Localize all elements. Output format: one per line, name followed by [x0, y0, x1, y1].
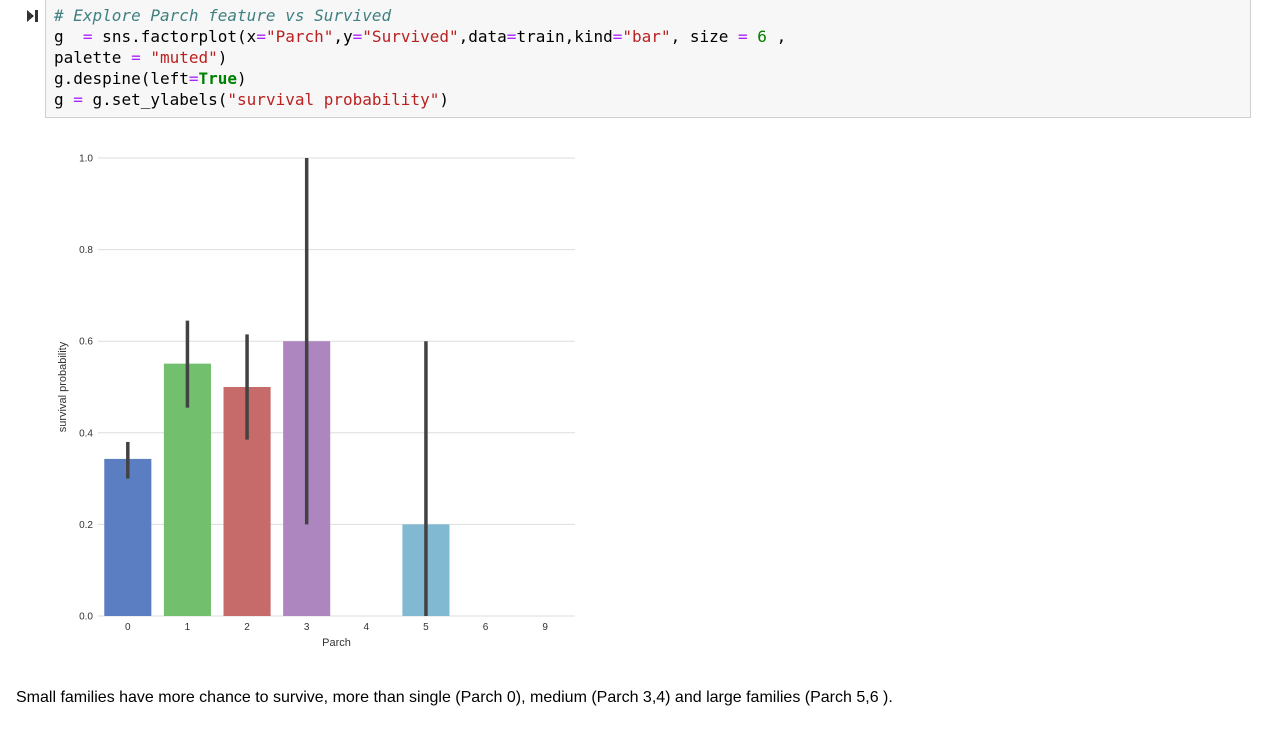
y-tick-label: 0.4	[79, 428, 93, 439]
y-tick-label: 0.0	[79, 612, 93, 623]
code-token: =	[131, 48, 141, 67]
x-tick-label: 0	[125, 622, 131, 633]
x-tick-label: 1	[185, 622, 191, 633]
code-token: "Parch"	[265, 27, 334, 46]
bar	[104, 458, 152, 616]
x-axis-label: Parch	[322, 637, 351, 649]
code-token: 6	[757, 27, 767, 46]
markdown-text: Small families have more chance to survi…	[16, 689, 893, 706]
x-tick-label: 4	[364, 622, 370, 633]
x-tick-label: 9	[542, 622, 548, 633]
code-token: sns.factorplot(x	[92, 27, 257, 46]
code-token: )	[439, 90, 449, 109]
code-token: =	[612, 27, 623, 46]
code-token: )	[217, 48, 228, 67]
code-token: =	[256, 27, 266, 46]
code-token: ,	[766, 27, 787, 46]
y-tick-label: 0.2	[79, 520, 93, 531]
code-token: g.set_ylabels(	[82, 90, 228, 109]
code-token: train,kind	[516, 27, 613, 46]
code-token: ,y	[333, 27, 353, 46]
code-token: "Survived"	[362, 27, 459, 46]
code-token: )	[237, 69, 247, 88]
y-tick-label: 0.8	[79, 245, 93, 256]
code-token: =	[82, 27, 93, 46]
y-tick-label: 0.6	[79, 337, 93, 348]
code-cell[interactable]: # Explore Parch feature vs Survived g = …	[45, 0, 1251, 118]
code-token: =	[73, 90, 83, 109]
code-token: "muted"	[150, 48, 218, 67]
code-token: g.despine(left	[54, 69, 189, 88]
code-token: =	[352, 27, 363, 46]
code-text[interactable]: # Explore Parch feature vs Survived g = …	[54, 5, 786, 110]
code-token: True	[198, 69, 238, 88]
code-token: "survival probability"	[227, 90, 440, 109]
code-token: palette	[54, 48, 132, 67]
x-tick-label: 6	[483, 622, 489, 633]
run-cell-icon[interactable]	[26, 9, 40, 23]
code-comment: # Explore Parch feature vs Survived	[54, 6, 392, 25]
x-tick-label: 3	[304, 622, 310, 633]
code-token: =	[738, 27, 748, 46]
code-token: "bar"	[622, 27, 671, 46]
code-token: , size	[670, 27, 739, 46]
y-axis-label: survival probability	[57, 341, 69, 432]
x-tick-label: 2	[244, 622, 250, 633]
code-token: g	[54, 27, 83, 46]
x-tick-label: 5	[423, 622, 429, 633]
code-token: g	[54, 90, 74, 109]
code-token: ,data	[458, 27, 507, 46]
code-token: =	[188, 69, 199, 88]
code-token: =	[506, 27, 517, 46]
y-tick-label: 1.0	[79, 154, 93, 165]
